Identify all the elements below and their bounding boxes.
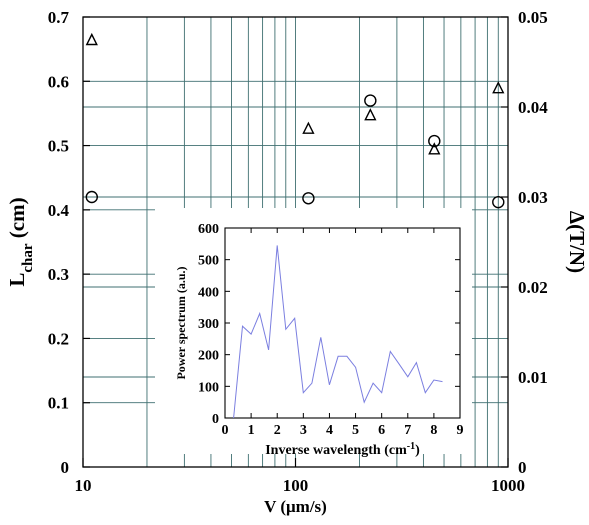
triangle-marker <box>364 108 377 121</box>
circle-marker <box>302 192 315 205</box>
y2-tick-label: 0.03 <box>518 188 548 207</box>
circle-marker <box>428 134 441 148</box>
circle-marker <box>364 94 377 107</box>
x-tick-label: 1000 <box>491 476 525 495</box>
main-axis-ticks: 0 0.1 0.2 0.3 0.4 0.5 0.6 0.7 0 0.01 0.02 0.03 0.04 0… <box>48 8 549 495</box>
y-tick-label: 0.4 <box>48 201 70 220</box>
y-tick-label: 0 <box>61 458 70 477</box>
y-axis-label: Lchar (cm) <box>5 197 36 286</box>
y2-tick-label: 0 <box>518 458 527 477</box>
inset-x-tick-label: 8 <box>430 423 437 438</box>
y2-tick-label: 0.02 <box>518 278 548 297</box>
x-axis-label: V (μm/s) <box>264 497 327 516</box>
inset-x-tick-label: 3 <box>300 423 307 438</box>
y2-tick-label: 0.01 <box>518 368 548 387</box>
y2-axis-label: Δ(T/N) <box>565 211 589 273</box>
triangle-marker <box>492 81 505 94</box>
y-tick-label: 0.1 <box>48 394 69 413</box>
inset-background <box>155 208 472 454</box>
inset-power-spectrum-line <box>233 245 443 419</box>
y-tick-label: 0.7 <box>48 8 70 27</box>
circle-marker <box>492 195 505 209</box>
triangle-marker <box>302 121 315 134</box>
inset-x-tick-label: 5 <box>352 423 359 438</box>
y-tick-label: 0.2 <box>48 329 69 348</box>
inset-x-tick-label: 6 <box>378 423 385 438</box>
inset-y-axis-label: Power spectrum (a.u.) <box>174 266 188 379</box>
y-tick-label: 0.3 <box>48 265 69 284</box>
x-tick-label: 100 <box>283 476 309 495</box>
inset-y-tick-label: 500 <box>198 254 219 269</box>
triangle-marker <box>428 142 441 155</box>
inset-y-tick-label: 100 <box>198 380 219 395</box>
inset-x-tick-label: 9 <box>457 423 464 438</box>
inset-y-tick-label: 400 <box>198 285 219 300</box>
inset-y-tick-label: 200 <box>198 349 219 364</box>
y2-tick-label: 0.05 <box>518 8 548 27</box>
inset-x-tick-label: 2 <box>274 423 281 438</box>
x-tick-label: 10 <box>75 476 92 495</box>
inset-x-axis-label: Inverse wavelength (cm-1) <box>265 441 420 459</box>
inset-y-tick-label: 600 <box>198 222 219 237</box>
inset-y-tick-label: 300 <box>198 317 219 332</box>
inset-axis-ticks: 0 100 200 300 400 500 600 0 1 2 3 4 5 6 7 8 9 <box>198 222 464 438</box>
inset-x-tick-label: 1 <box>248 423 255 438</box>
y2-tick-label: 0.04 <box>518 98 548 117</box>
circle-marker <box>85 190 98 204</box>
y-tick-label: 0.6 <box>48 72 69 91</box>
inset-x-tick-label: 7 <box>404 423 411 438</box>
inset-x-tick-label: 4 <box>326 423 333 438</box>
main-data-markers <box>85 32 505 209</box>
triangle-marker <box>85 32 98 46</box>
inset-y-tick-label: 0 <box>212 412 219 427</box>
inset-x-tick-label: 0 <box>222 423 229 438</box>
y-tick-label: 0.5 <box>48 137 69 156</box>
